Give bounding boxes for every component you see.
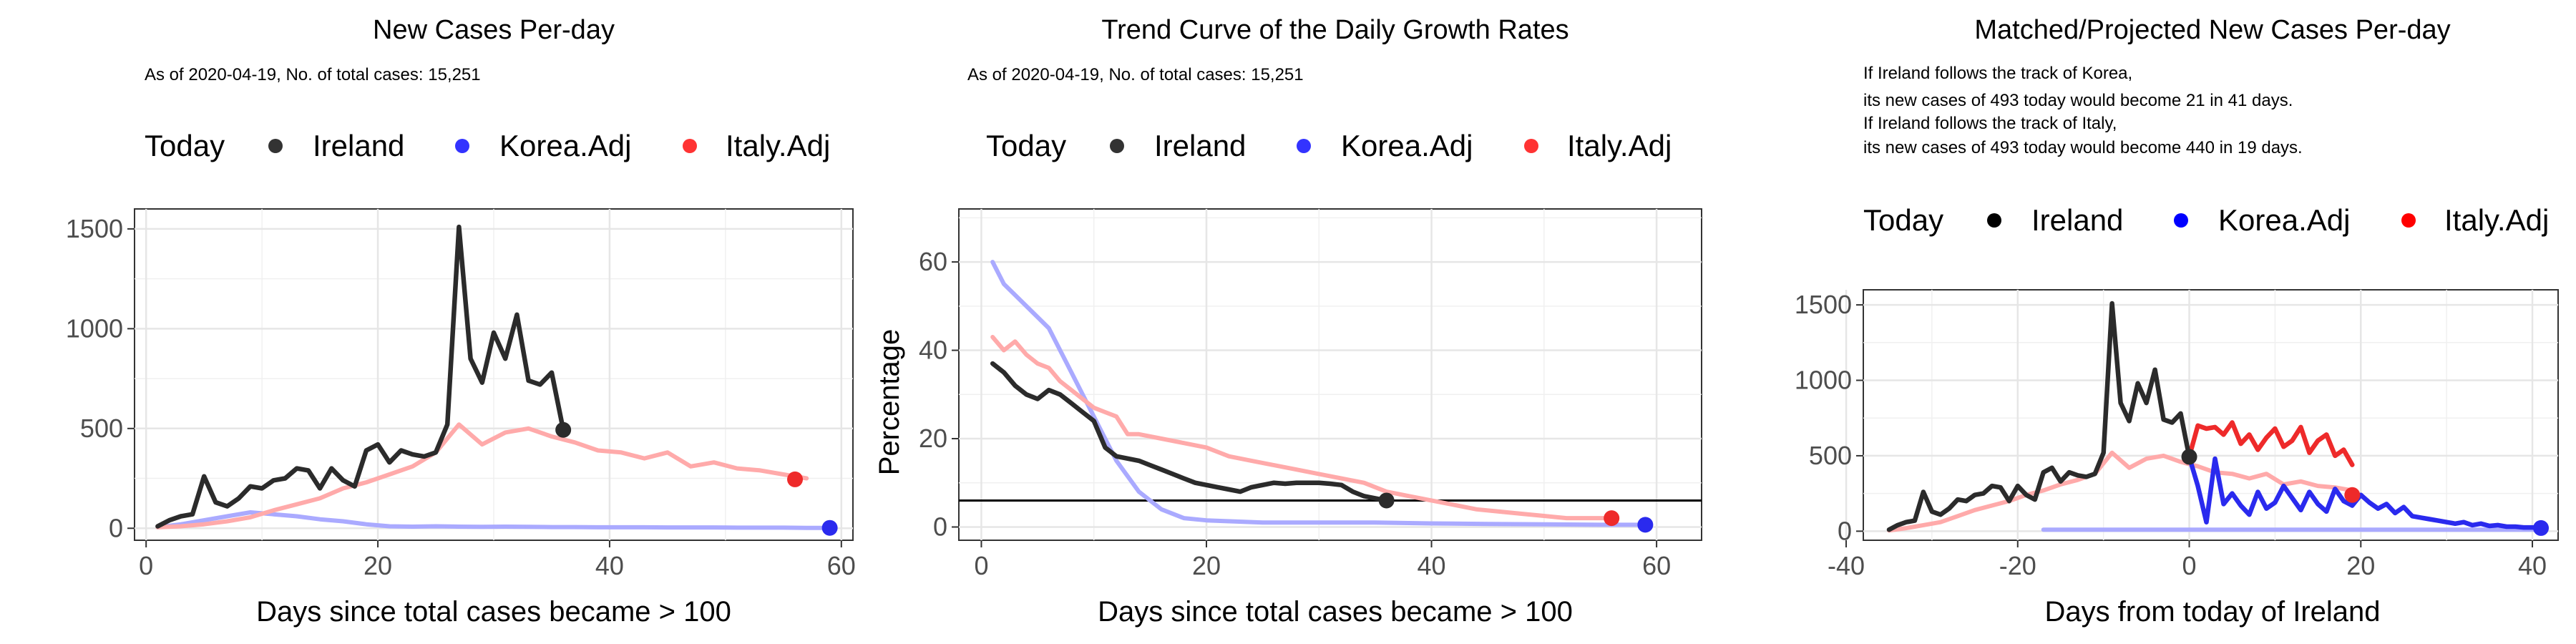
x-tick-label: 0 [974,551,988,580]
x-tick-label: 0 [2182,551,2197,580]
x-tick-label: 20 [2346,551,2375,580]
y-tick-label: 0 [1838,516,1852,545]
x-tick-label: 40 [595,551,624,580]
y-tick-label: 20 [919,424,947,453]
point-korea-adj [1637,517,1654,533]
panel-2-y-axis-title: Percentage [874,329,905,476]
point-ireland [555,421,572,438]
series-line-korea-adj [990,260,1648,527]
panel-2-legend-ireland-key [1110,139,1124,153]
panel-growth-rates: Trend Curve of the Daily Growth Rates As… [874,15,1702,628]
panel-1-legend: Today Ireland Korea.Adj Italy.Adj [145,129,830,162]
panel-3-legend-italy: Italy.Adj [2444,203,2549,237]
x-tick-label: 20 [1192,551,1221,580]
y-tick-label: 500 [1809,441,1852,470]
panel-projected: Matched/Projected New Cases Per-day If I… [1795,15,2559,628]
x-tick-label: 0 [139,551,153,580]
panel-2-legend-korea-key [1297,139,1311,153]
panel-2-legend-ireland: Ireland [1154,129,1246,162]
y-tick-label: 1500 [66,214,123,243]
panel-1-title: New Cases Per-day [373,15,615,45]
panel-1-legend-title: Today [145,129,225,162]
series-line-italy-adj-projected [2187,420,2355,467]
panel-2-legend-italy: Italy.Adj [1567,129,1672,162]
x-tick-label: 60 [1642,551,1671,580]
panel-1-legend-korea: Korea.Adj [499,129,631,162]
x-tick-label: 40 [1418,551,1446,580]
panel-3-legend-korea-key [2174,213,2188,228]
panel-3-legend-title: Today [1863,203,1943,237]
panel-2-legend-korea: Korea.Adj [1341,129,1473,162]
panel-3-subtitle-line-2: its new cases of 493 today would become … [1863,91,2293,110]
point-italy-adj [1604,510,1620,527]
y-tick-label: 1000 [1795,366,1852,395]
point-korea-adj [2533,519,2550,536]
panel-2-title: Trend Curve of the Daily Growth Rates [1101,15,1568,45]
panel-1-legend-italy-key [683,139,697,153]
panel-2-plot-area: 0 20 40 60 0 20 40 60 [919,208,1702,580]
series-line-ireland [155,224,566,529]
panel-3-subtitle-line-4: its new cases of 493 today would become … [1863,138,2303,157]
series-line-korea-adj [155,510,832,530]
panel-2-subtitle-line-1: As of 2020-04-19, No. of total cases: 15… [967,65,1304,84]
panel-1-legend-korea-key [455,139,469,153]
y-tick-label: 1500 [1795,290,1852,319]
panel-1-plot-area: 0 20 40 60 0 500 1000 1500 [66,208,856,580]
panel-3-subtitle-line-1: If Ireland follows the track of Korea, [1863,64,2132,83]
panel-3-plot-area: -40 -20 0 20 40 0 500 1000 1500 [1795,289,2559,580]
panel-3-legend-ireland: Ireland [2031,203,2123,237]
series-line-italy-adj [155,422,809,530]
panel-2-x-axis-title: Days since total cases became > 100 [1098,596,1573,628]
panel-1-legend-ireland: Ireland [313,129,404,162]
panel-new-cases: New Cases Per-day As of 2020-04-19, No. … [66,15,856,628]
x-tick-label: 40 [2518,551,2547,580]
panel-1-x-axis-title: Days since total cases became > 100 [256,596,731,628]
y-tick-label: 40 [919,336,947,365]
panel-3-legend-ireland-key [1987,213,2001,228]
series-line-korea-adj-projected [2187,454,2544,531]
y-tick-label: 60 [919,247,947,276]
panel-2-legend-italy-key [1524,139,1538,153]
panel-1-subtitle-line-1: As of 2020-04-19, No. of total cases: 15… [145,65,481,84]
x-tick-label: -40 [1828,551,1865,580]
panel-1-legend-italy: Italy.Adj [726,129,830,162]
point-ireland [1378,492,1395,509]
y-tick-label: 0 [109,513,123,542]
y-tick-label: 500 [80,414,123,443]
series-line-ireland [1886,301,2192,532]
panel-3-title: Matched/Projected New Cases Per-day [1974,15,2450,45]
x-tick-label: 60 [827,551,856,580]
series-line-italy-adj-matched [1887,450,2355,533]
point-italy-adj [2344,487,2361,503]
y-tick-label: 1000 [66,313,123,343]
panel-3-legend-korea: Korea.Adj [2218,203,2350,237]
panel-3-legend-italy-key [2401,213,2416,228]
panel-3-x-axis-title: Days from today of Ireland [2044,596,2380,628]
series-line-ireland [990,361,1389,503]
panel-2-legend-title: Today [986,129,1066,162]
y-tick-label: 0 [933,512,947,541]
point-italy-adj [787,471,804,487]
series-line-italy-adj [990,335,1614,521]
panel-3-subtitle-line-3: If Ireland follows the track of Italy, [1863,114,2117,133]
point-korea-adj [821,519,838,536]
panel-2-legend: Today Ireland Korea.Adj Italy.Adj [986,129,1672,162]
point-ireland [2181,449,2197,465]
x-tick-label: 20 [364,551,392,580]
panel-1-legend-ireland-key [268,139,283,153]
panel-3-legend: Today Ireland Korea.Adj Italy.Adj [1863,203,2549,237]
x-tick-label: -20 [1999,551,2036,580]
